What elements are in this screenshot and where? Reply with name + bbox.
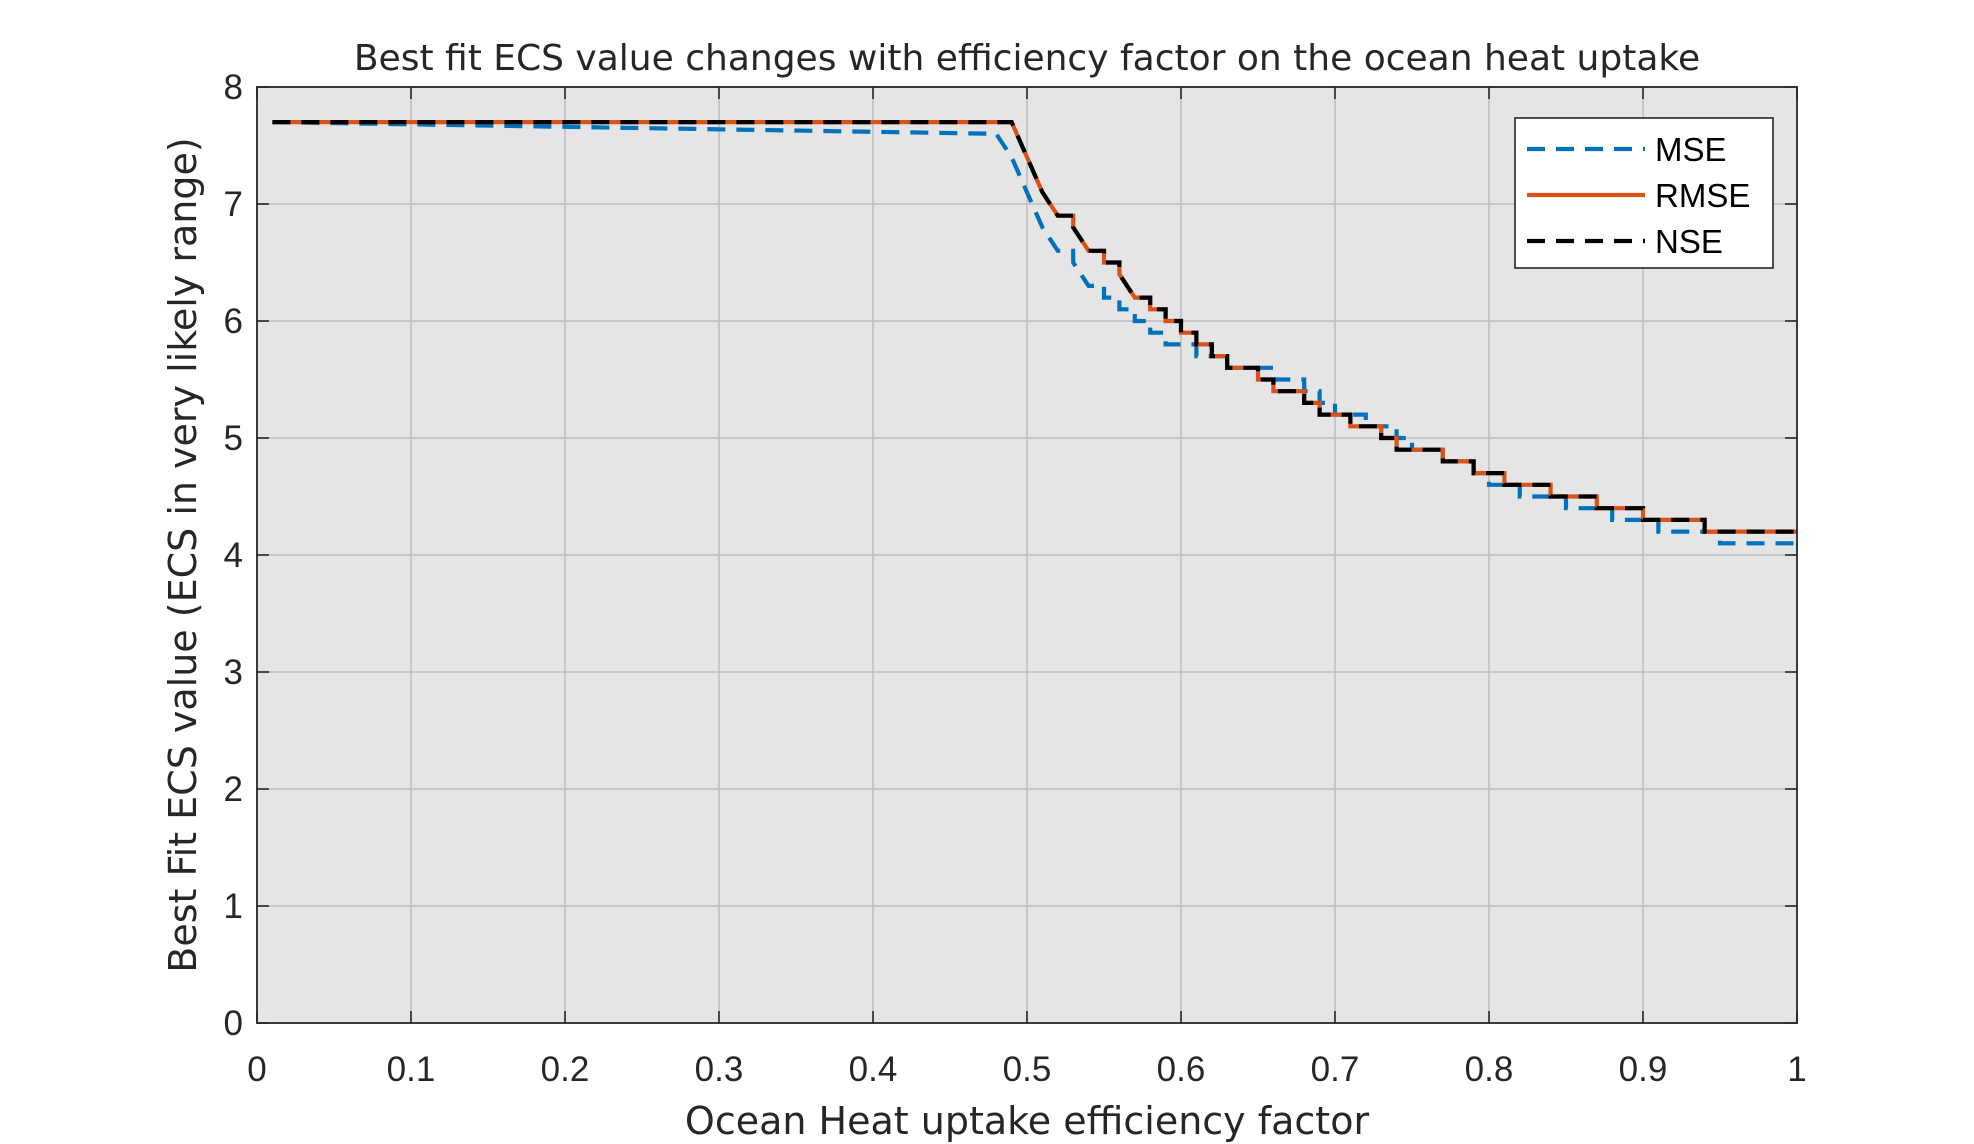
y-tick-label: 6 — [224, 302, 243, 341]
legend: MSE RMSE NSE — [1514, 117, 1774, 269]
y-tick-label: 7 — [224, 185, 243, 224]
series-line-nse — [272, 120, 1797, 534]
plot-border — [256, 86, 1798, 1024]
series-lines — [272, 120, 1797, 546]
y-tick-labels: 0 1 2 3 4 5 6 7 8 — [224, 68, 243, 1043]
x-tick-labels: 0 0.1 0.2 0.3 0.4 0.5 0.6 0.7 0.8 0.9 1 — [247, 1050, 1806, 1089]
legend-label-mse: MSE — [1655, 131, 1727, 168]
y-tick-label: 2 — [224, 770, 243, 809]
y-axis-label: Best Fit ECS value (ECS in very likely r… — [161, 137, 205, 972]
x-tick-label: 0.9 — [1619, 1050, 1668, 1089]
series-line-mse — [272, 120, 1797, 546]
legend-label-rmse: RMSE — [1655, 177, 1750, 214]
x-tick-label: 0.5 — [1003, 1050, 1052, 1089]
y-tick-label: 5 — [224, 419, 243, 458]
x-tick-label: 0.8 — [1465, 1050, 1514, 1089]
x-axis-label: Ocean Heat uptake efficiency factor — [685, 1099, 1370, 1143]
x-tick-label: 0.1 — [387, 1050, 436, 1089]
x-tick-label: 0.3 — [695, 1050, 744, 1089]
y-tick-label: 0 — [224, 1004, 243, 1043]
legend-label-nse: NSE — [1655, 223, 1723, 260]
axis-ticks — [256, 86, 1798, 1024]
y-tick-label: 3 — [224, 653, 243, 692]
chart-title: Best fit ECS value changes with efficien… — [354, 38, 1700, 79]
y-tick-label: 8 — [224, 68, 243, 107]
y-tick-label: 1 — [224, 887, 243, 926]
x-tick-label: 0.6 — [1157, 1050, 1206, 1089]
x-tick-label: 1 — [1787, 1050, 1806, 1089]
x-tick-label: 0.7 — [1311, 1050, 1360, 1089]
x-tick-label: 0.2 — [541, 1050, 590, 1089]
x-tick-label: 0.4 — [849, 1050, 898, 1089]
y-tick-label: 4 — [224, 536, 243, 575]
x-tick-label: 0 — [247, 1050, 266, 1089]
